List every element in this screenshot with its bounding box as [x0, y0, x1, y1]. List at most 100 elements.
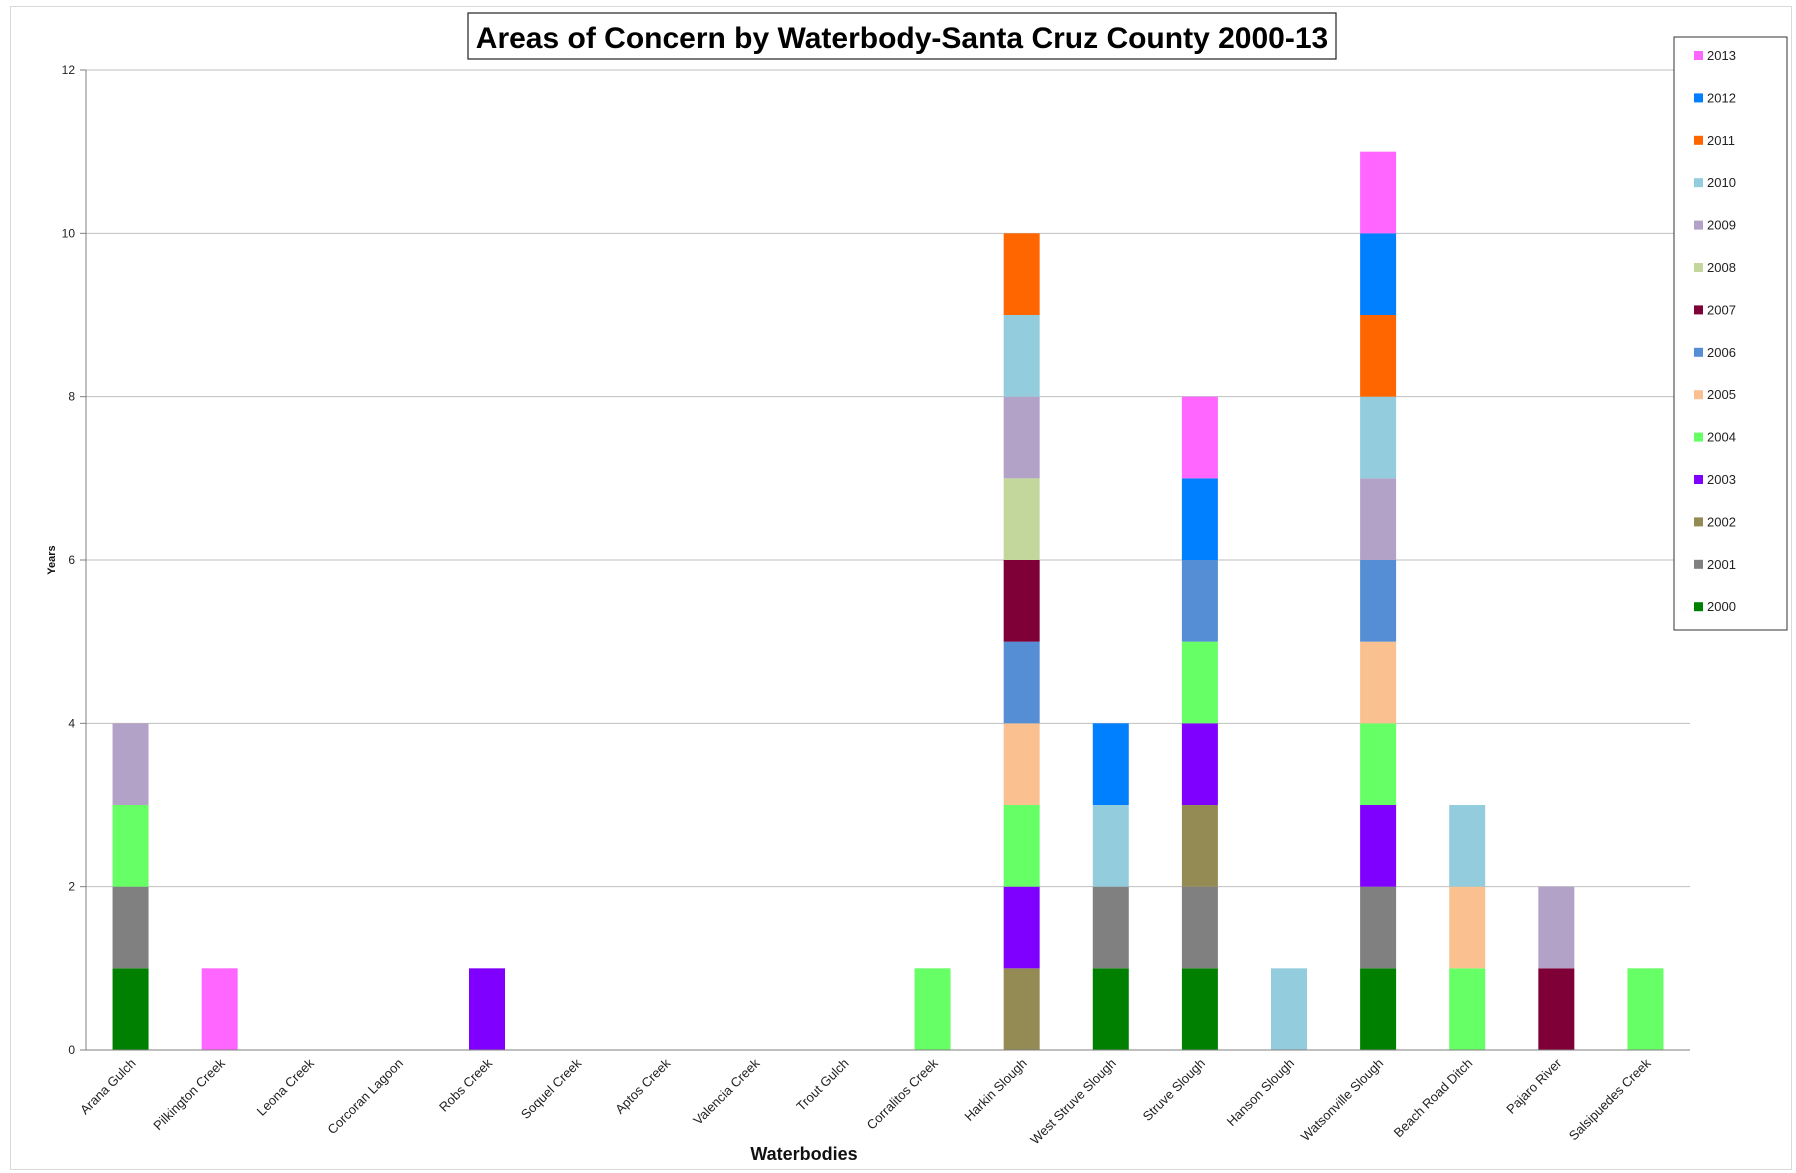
bar-segment — [1181, 560, 1218, 642]
bar-segment — [1092, 968, 1129, 1050]
bar-segment — [112, 886, 149, 969]
y-tick-label: 2 — [68, 880, 75, 894]
y-tick-label: 0 — [68, 1043, 75, 1057]
y-tick-label: 10 — [62, 226, 76, 240]
x-tick-label: Soquel Creek — [518, 1055, 585, 1122]
bar-segment — [1360, 560, 1397, 642]
legend-swatch — [1694, 135, 1703, 145]
x-tick-label: Watsonville Slough — [1298, 1056, 1386, 1144]
bar-segment — [1538, 968, 1575, 1050]
legend-label: 2011 — [1707, 133, 1735, 148]
legend-label: 2006 — [1707, 345, 1736, 360]
bar-segment — [1003, 315, 1040, 397]
bar-segment — [112, 968, 149, 1050]
x-tick-label: Corralitos Creek — [864, 1055, 941, 1132]
bar-segment — [1449, 805, 1486, 887]
bar-segment — [1181, 478, 1218, 560]
bar-segment — [112, 723, 149, 805]
bar-segment — [1181, 805, 1218, 887]
bar-segment — [1360, 478, 1397, 560]
x-tick-label: Robs Creek — [436, 1055, 495, 1114]
bar-segment — [1360, 641, 1397, 724]
bar-segment — [1360, 968, 1397, 1050]
bar-segment — [201, 968, 238, 1050]
bar-segment — [1360, 805, 1397, 887]
bars — [112, 151, 1664, 1050]
bar-segment — [1360, 233, 1397, 315]
legend: 2013 2012 2011 2010 2009 2008 2007 2006 2005 2004… — [1673, 36, 1788, 631]
bar-segment — [1360, 886, 1397, 969]
bar-segment — [1003, 233, 1040, 315]
y-tick-label: 4 — [68, 716, 75, 730]
legend-swatch — [1694, 51, 1703, 60]
legend-swatch — [1694, 178, 1703, 188]
y-tick-label: 8 — [68, 390, 75, 404]
bar-segment — [1003, 396, 1040, 479]
y-tick-label: 6 — [68, 553, 75, 567]
legend-swatch — [1694, 475, 1703, 484]
x-tick-label: West Struve Slough — [1027, 1056, 1119, 1148]
bar-segment — [914, 968, 951, 1050]
bar-segment — [1360, 396, 1397, 479]
bar-segment — [1003, 968, 1040, 1050]
legend-swatch — [1694, 305, 1703, 315]
bar-segment — [1449, 886, 1486, 969]
bar-segment — [1181, 641, 1218, 724]
bar-segment — [1181, 968, 1218, 1050]
legend-swatch — [1694, 517, 1703, 527]
x-tick-label: Salsipuedes Creek — [1566, 1055, 1654, 1143]
legend-label: 2008 — [1707, 260, 1736, 275]
x-tick-label: Pajaro River — [1503, 1055, 1565, 1117]
bar-segment — [1092, 805, 1129, 887]
bar-segment — [1003, 886, 1040, 969]
bar-segment — [1449, 968, 1486, 1050]
bar-segment — [1003, 560, 1040, 642]
legend-label: 2005 — [1707, 387, 1736, 402]
legend-label: 2013 — [1707, 48, 1736, 63]
legend-swatch — [1694, 390, 1703, 400]
x-tick-label: Leona Creek — [254, 1055, 318, 1119]
x-axis-title: Waterbodies — [750, 1144, 857, 1164]
bar-segment — [469, 968, 505, 1050]
bar-segment — [1360, 315, 1397, 397]
gridlines — [86, 69, 1690, 888]
bar-segment — [1181, 396, 1218, 479]
bar-segment — [1092, 723, 1129, 805]
legend-label: 2004 — [1707, 430, 1736, 445]
legend-swatch — [1694, 432, 1703, 442]
bar-segment — [1092, 886, 1129, 969]
bar-segment — [1181, 886, 1218, 969]
legend-swatch — [1694, 220, 1703, 230]
bar-segment — [1003, 723, 1040, 805]
legend-label: 2000 — [1707, 599, 1736, 614]
legend-box — [1673, 36, 1788, 631]
bar-segment — [1360, 723, 1397, 805]
x-tick-label: Trout Gulch — [793, 1056, 851, 1114]
legend-swatch — [1694, 93, 1703, 103]
x-tick-labels: Arana Gulch Pilkington Creek Leona Creek Co… — [77, 1055, 1654, 1147]
x-tick-label: Valencia Creek — [690, 1055, 763, 1128]
bar-segment — [1003, 641, 1040, 724]
x-tick-label: Corcoran Lagoon — [324, 1056, 406, 1138]
bar-segment — [1003, 478, 1040, 560]
bar-segment — [112, 805, 149, 887]
legend-label: 2002 — [1707, 514, 1736, 529]
legend-label: 2003 — [1707, 472, 1736, 487]
legend-label: 2012 — [1707, 90, 1736, 105]
chart-frame — [10, 6, 1792, 1170]
chart-title: Areas of Concern by Waterbody-Santa Cruz… — [476, 22, 1328, 55]
bar-segment — [1003, 805, 1040, 887]
x-tick-label: Struve Slough — [1140, 1056, 1208, 1124]
y-tick-labels: 0 2 4 6 8 10 12 — [62, 63, 86, 1057]
x-tick-label: Beach Road Ditch — [1391, 1056, 1476, 1141]
y-axis-title: Years — [46, 545, 58, 574]
legend-swatch — [1694, 347, 1703, 357]
legend-swatch — [1694, 559, 1703, 569]
x-tick-label: Harkin Slough — [961, 1056, 1029, 1124]
bar-segment — [1271, 968, 1307, 1050]
x-tick-label: Pilkington Creek — [150, 1055, 228, 1133]
legend-swatch — [1694, 602, 1703, 612]
x-tick-label: Hanson Slough — [1224, 1056, 1297, 1129]
x-tick-label: Arana Gulch — [77, 1056, 139, 1118]
